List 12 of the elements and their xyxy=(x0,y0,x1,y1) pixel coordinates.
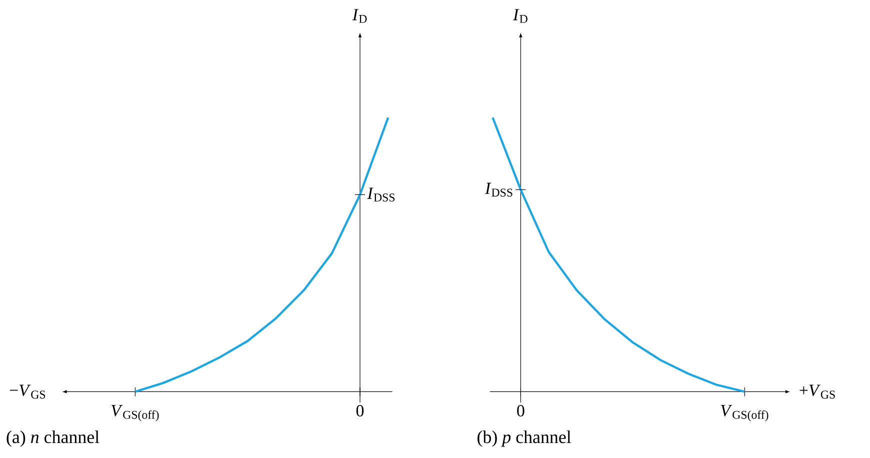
x-tick-label: V$_{GS(off)}$ xyxy=(721,405,768,422)
text: (b) p channel xyxy=(478,430,572,447)
annotation: I$_{DSS}$ xyxy=(484,182,512,197)
x-tick-label: V$_{GS(off)}$ xyxy=(112,405,159,422)
x-tick-label: 0 xyxy=(517,405,524,416)
y-axis-title: I$_{D}$ xyxy=(352,9,367,23)
x-tick-label: 0 xyxy=(356,405,364,416)
x-axis-title: +V$_{GS}$ xyxy=(800,384,835,399)
text: (a) n channel xyxy=(6,430,100,447)
annotation: I$_{DSS}$ xyxy=(367,188,395,202)
x-axis-title: −V$_{GS}$ xyxy=(10,384,46,399)
y-axis-title: I$_{D}$ xyxy=(512,9,528,23)
